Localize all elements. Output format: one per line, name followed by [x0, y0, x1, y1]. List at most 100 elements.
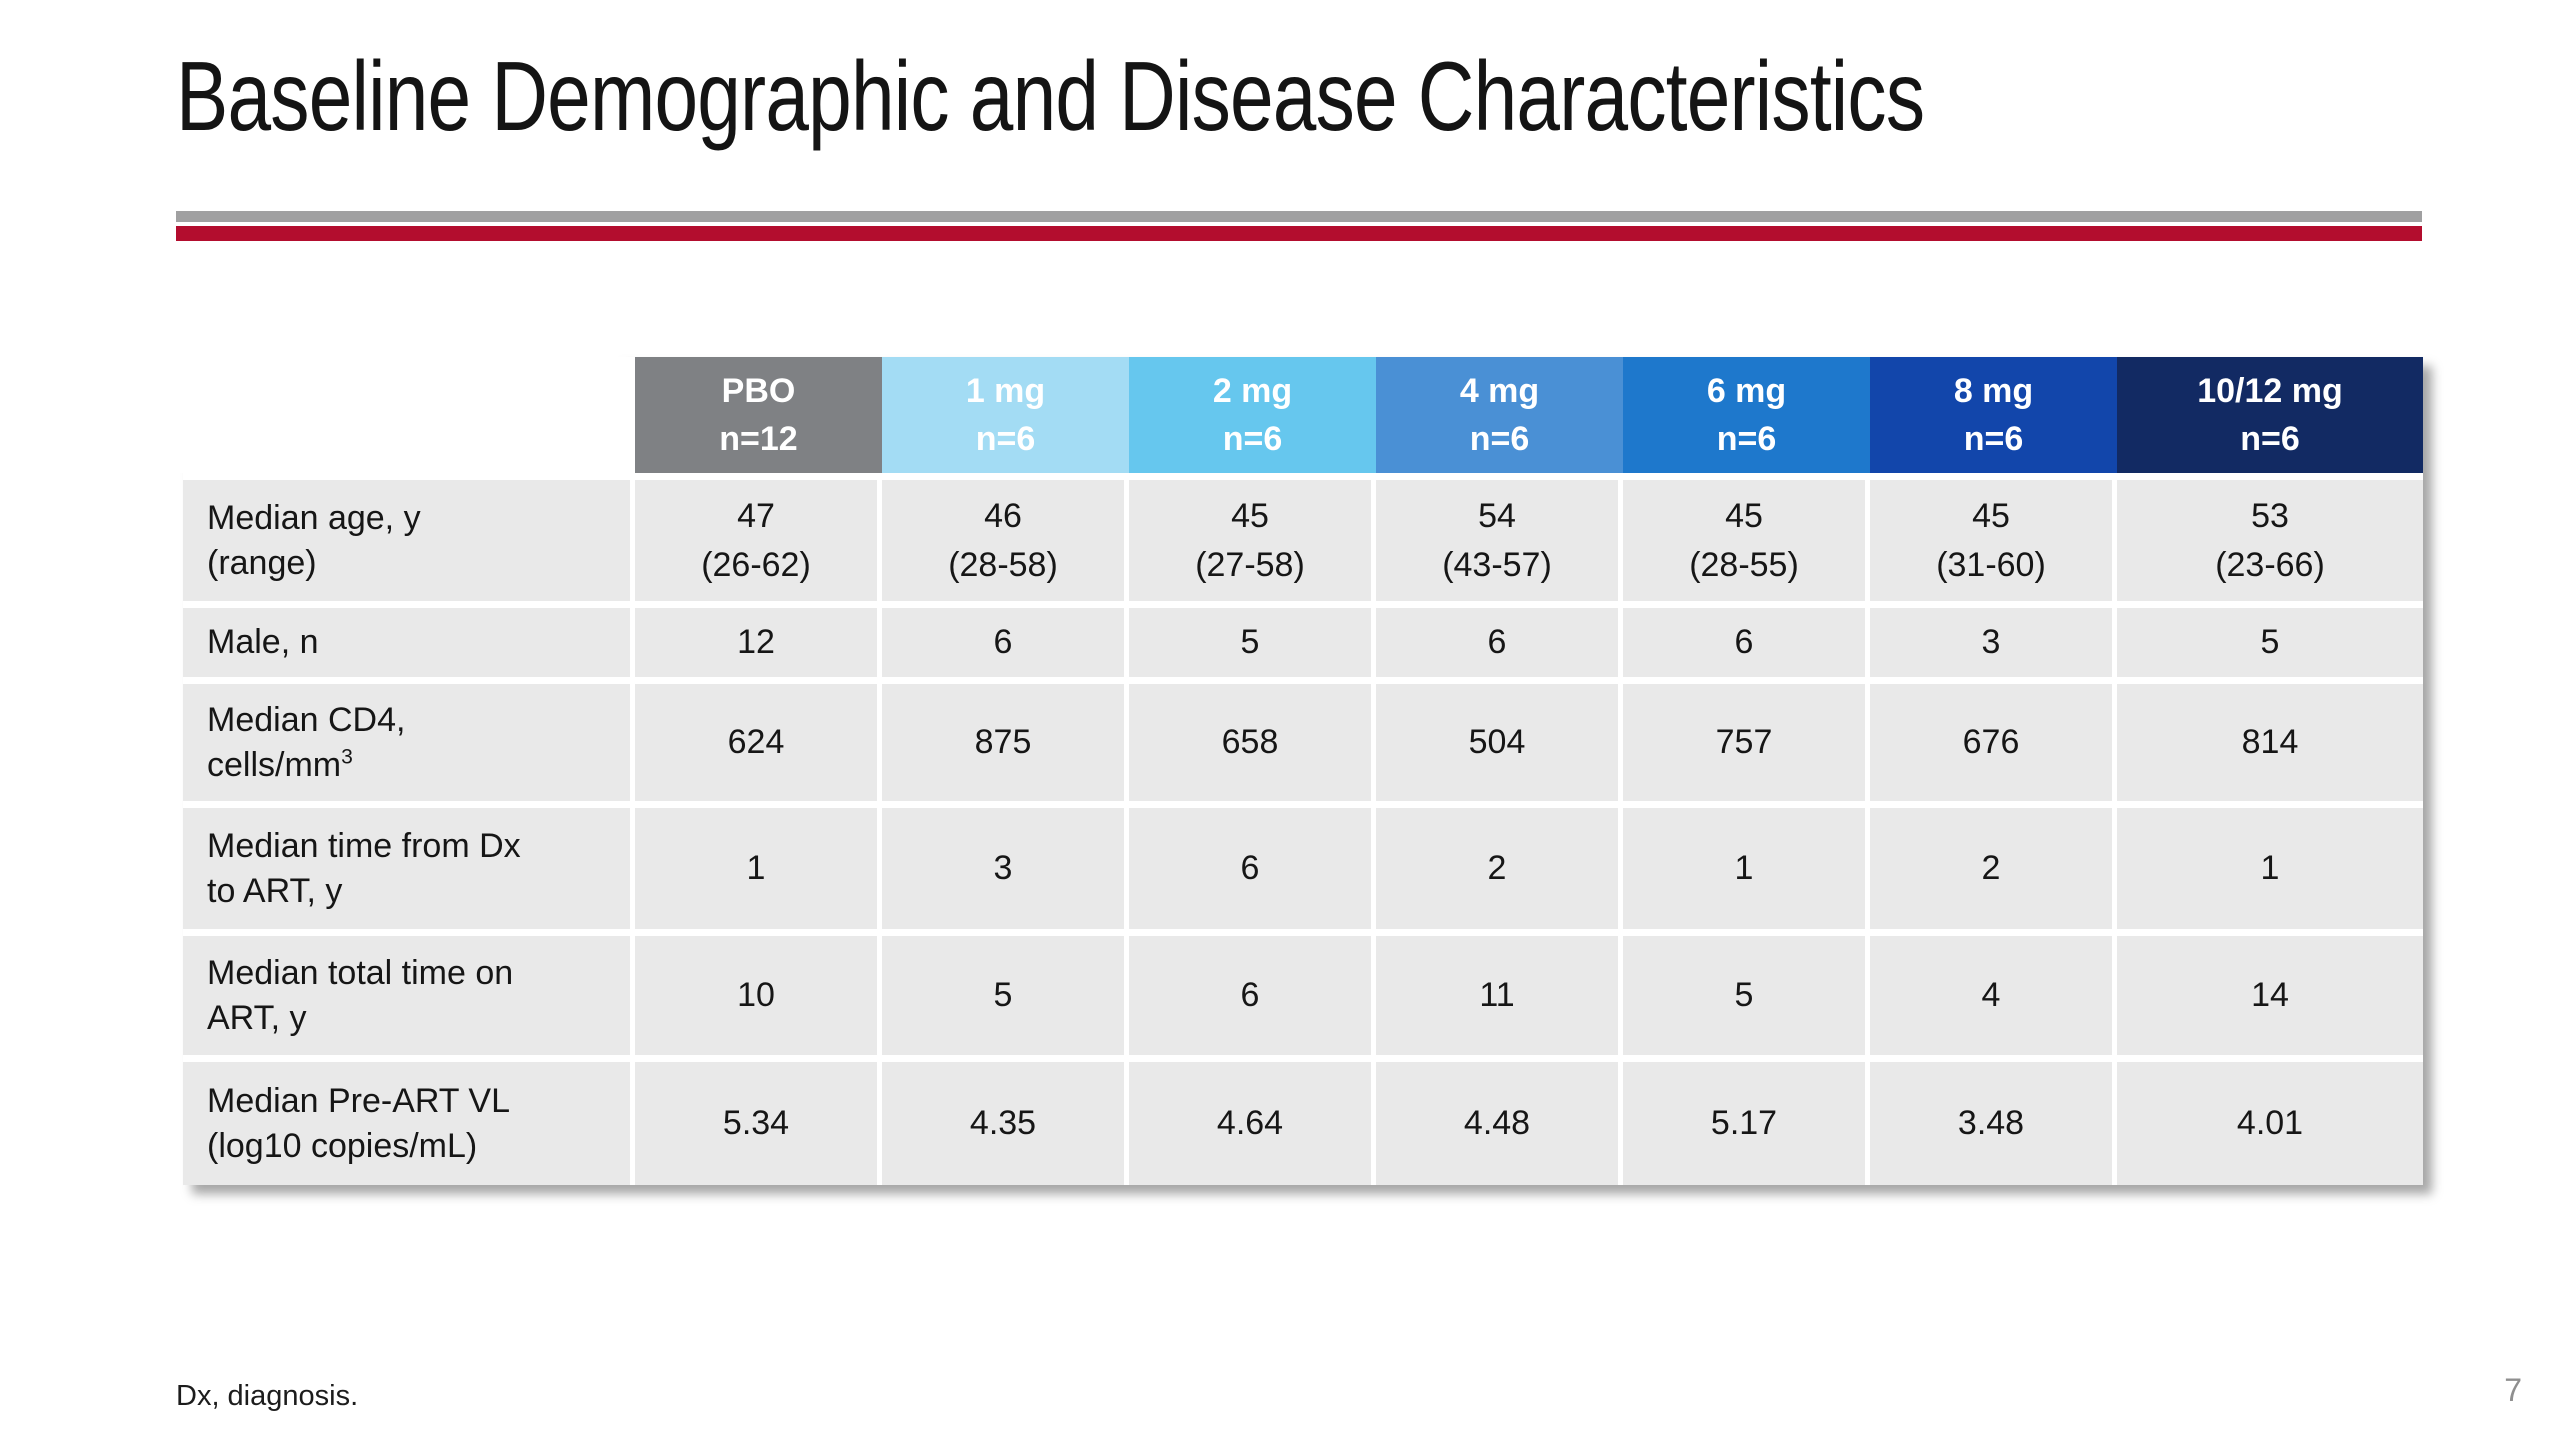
- table-cell-line: 54: [1478, 497, 1516, 536]
- table-cell-line: 4: [1981, 976, 2001, 1015]
- table-cell-line: 2: [1981, 849, 2001, 888]
- column-header-6-mg: 6 mg n=6: [1623, 357, 1870, 473]
- divider-red-bar: [176, 226, 2422, 241]
- table-cell: 6: [882, 601, 1129, 677]
- table-cell: 2: [1376, 801, 1623, 929]
- table-cell: 10: [635, 929, 882, 1055]
- column-header-dose: PBO: [721, 371, 796, 410]
- column-header-dose: 2 mg: [1212, 371, 1293, 410]
- table-cell-line: 6: [1240, 849, 1260, 888]
- table-cell: 3.48: [1870, 1055, 2117, 1185]
- table-cell-line: 6: [1487, 623, 1507, 662]
- table-cell: 45 (27-58): [1129, 473, 1376, 601]
- table-cell: 814: [2117, 677, 2423, 801]
- row-label-line: Median CD4,: [207, 700, 406, 739]
- row-label-line: Median total time on: [207, 953, 514, 992]
- table-cell: 5: [882, 929, 1129, 1055]
- table-cell-line: 3: [1981, 623, 2001, 662]
- table-cell-line: 11: [1479, 976, 1515, 1015]
- table-cell: 2: [1870, 801, 2117, 929]
- column-header-pbo: PBO n=12: [635, 357, 882, 473]
- table-cell-line: 5: [2260, 623, 2280, 662]
- table-cell: 757: [1623, 677, 1870, 801]
- table-cell: 5: [1129, 601, 1376, 677]
- table-cell-line: 6: [1240, 976, 1260, 1015]
- table-cell: 47 (26-62): [635, 473, 882, 601]
- table-cell: 54 (43-57): [1376, 473, 1623, 601]
- column-header-n: n=6: [1469, 420, 1530, 458]
- table-cell: 5.34: [635, 1055, 882, 1185]
- table-cell-line: 5.34: [722, 1104, 790, 1143]
- table-cell-line: 53: [2251, 497, 2289, 536]
- table-cell: 5: [1623, 929, 1870, 1055]
- table-cell: 14: [2117, 929, 2423, 1055]
- table-cell-line: 1: [2260, 849, 2280, 888]
- column-header-4-mg: 4 mg n=6: [1376, 357, 1623, 473]
- table-cell: 46 (28-58): [882, 473, 1129, 601]
- table-cell-line: 1: [746, 849, 766, 888]
- table-cell: 4.35: [882, 1055, 1129, 1185]
- column-header-n: n=6: [975, 420, 1036, 458]
- table-cell: 53 (23-66): [2117, 473, 2423, 601]
- column-header-dose: 4 mg: [1459, 371, 1540, 410]
- table-cell: 875: [882, 677, 1129, 801]
- table-cell-line: 4.64: [1216, 1104, 1284, 1143]
- column-header-n: n=6: [1716, 420, 1777, 458]
- table-cell-line: 14: [2251, 976, 2289, 1015]
- table-cell-line: 624: [727, 723, 785, 762]
- table-cell-line: 5: [993, 976, 1013, 1015]
- table-cell: 6: [1129, 801, 1376, 929]
- table-cell: 3: [1870, 601, 2117, 677]
- table-cell-line: 5.17: [1710, 1104, 1778, 1143]
- row-label-superscript: 3: [341, 745, 353, 769]
- table-cell-line: (28-55): [1689, 545, 1799, 584]
- divider-gray-bar: [176, 211, 2422, 222]
- table-cell-line: 1: [1734, 849, 1754, 888]
- row-label-line: cells/mm3: [207, 745, 353, 784]
- table-cell-line: (31-60): [1936, 545, 2046, 584]
- row-label-line: (range): [207, 543, 317, 582]
- table-cell-line: 45: [1231, 497, 1269, 536]
- table-cell: 1: [2117, 801, 2423, 929]
- row-label-line: ART, y: [207, 998, 307, 1037]
- table-cell-line: 46: [984, 497, 1022, 536]
- row-label: Male, n: [183, 601, 635, 677]
- table-cell: 6: [1376, 601, 1623, 677]
- row-label-line: (log10 copies/mL): [207, 1126, 478, 1165]
- table-cell-line: 3: [993, 849, 1013, 888]
- table-cell: 676: [1870, 677, 2117, 801]
- row-label: Median age, y (range): [183, 473, 635, 601]
- characteristics-table: PBO n=12 1 mg n=6 2 mg n=6 4 mg n=6 6 mg n=6 8 mg n…: [183, 357, 2423, 1185]
- table-cell: 1: [1623, 801, 1870, 929]
- row-label: Median time from Dx to ART, y: [183, 801, 635, 929]
- row-label: Median CD4, cells/mm3: [183, 677, 635, 801]
- table-cell-line: (23-66): [2215, 545, 2325, 584]
- table-cell-line: 45: [1725, 497, 1763, 536]
- row-label-line: Median Pre-ART VL: [207, 1081, 510, 1120]
- column-header-n: n=12: [719, 420, 798, 458]
- table-cell-line: 3.48: [1957, 1104, 2025, 1143]
- table-cell-line: 4.48: [1463, 1104, 1531, 1143]
- row-label-line: Median age, y: [207, 498, 421, 537]
- column-header-2-mg: 2 mg n=6: [1129, 357, 1376, 473]
- table-cell-line: 6: [1734, 623, 1754, 662]
- table-cell: 11: [1376, 929, 1623, 1055]
- table-cell: 5.17: [1623, 1055, 1870, 1185]
- table-cell: 45 (28-55): [1623, 473, 1870, 601]
- table-cell-line: 6: [993, 623, 1013, 662]
- table-cell-line: 875: [974, 723, 1032, 762]
- table-cell: 4.48: [1376, 1055, 1623, 1185]
- column-header-n: n=6: [2240, 420, 2300, 458]
- table-cell-line: (27-58): [1195, 545, 1305, 584]
- table-cell-line: 814: [2241, 723, 2299, 762]
- table-cell-line: 676: [1962, 723, 2020, 762]
- row-label: Median Pre-ART VL (log10 copies/mL): [183, 1055, 635, 1185]
- table-cell: 45 (31-60): [1870, 473, 2117, 601]
- column-header-dose: 10/12 mg: [2197, 371, 2343, 410]
- table-cell: 1: [635, 801, 882, 929]
- column-header-10-12-mg: 10/12 mg n=6: [2117, 357, 2423, 473]
- table-cell: 658: [1129, 677, 1376, 801]
- footnote: Dx, diagnosis.: [176, 1380, 359, 1412]
- table-cell: 12: [635, 601, 882, 677]
